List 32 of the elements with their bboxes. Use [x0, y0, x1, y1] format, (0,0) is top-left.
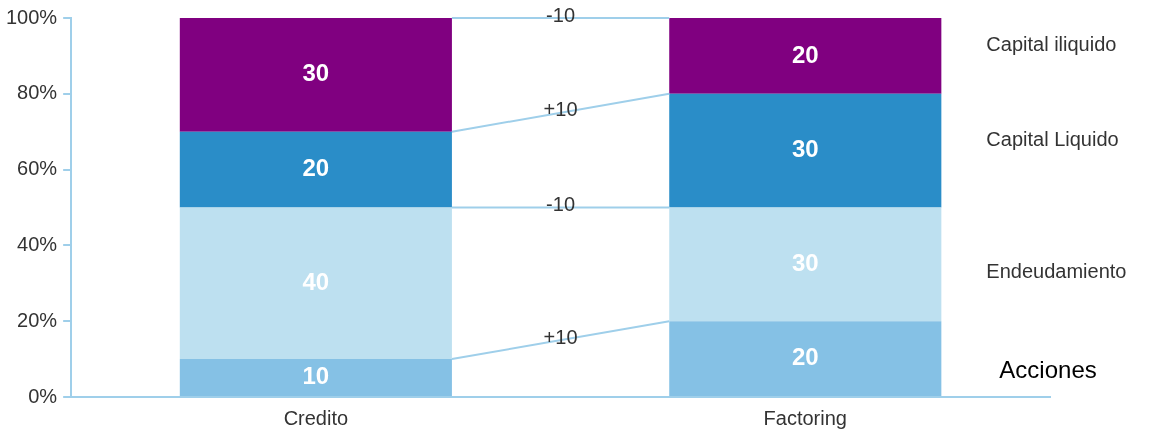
data-label: 20 [791, 343, 819, 371]
text: Capital iliquido [986, 33, 1117, 56]
text: Endeudamiento [986, 259, 1127, 282]
bar [179, 207, 452, 360]
data-label: 20 [791, 40, 819, 68]
bar [669, 207, 942, 322]
annotation: -10 [546, 193, 576, 216]
y-tick-label: 60% [17, 157, 58, 180]
bar [179, 18, 452, 132]
bar [669, 321, 942, 396]
y-tick-label: 20% [17, 308, 58, 331]
y-tick-label: 0% [28, 384, 58, 407]
text: Acciones [999, 355, 1097, 383]
data-label: 10 [302, 362, 330, 390]
data-label: 20 [302, 154, 330, 182]
data-label: 30 [791, 248, 819, 276]
bar [179, 359, 452, 396]
y-tick-label: 80% [17, 81, 58, 104]
bar [669, 93, 942, 208]
annotation: -10 [546, 3, 576, 26]
x-tick-label: Credito [283, 406, 349, 429]
bar [669, 18, 942, 94]
y-tick-label: 40% [17, 232, 58, 255]
x-tick-label: Factoring [763, 406, 847, 429]
data-label: 30 [302, 59, 330, 87]
annotation: +10 [543, 325, 578, 348]
data-label: 40 [302, 267, 330, 295]
text: Capital Liquido [986, 128, 1119, 151]
bar [179, 131, 452, 208]
data-label: 30 [791, 135, 819, 163]
y-tick-label: 100% [6, 5, 58, 28]
annotation: +10 [543, 98, 578, 121]
